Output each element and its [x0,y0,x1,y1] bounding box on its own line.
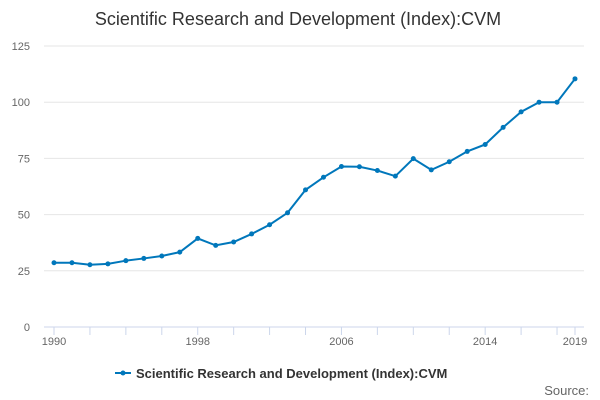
data-point [231,239,237,245]
data-point [123,258,129,264]
data-point [320,174,326,180]
data-point [159,253,165,259]
y-tick-label: 75 [18,153,30,165]
legend-marker [120,370,126,376]
data-point [536,99,542,105]
legend[interactable]: Scientific Research and Development (Ind… [115,366,447,381]
data-point [500,124,506,130]
data-point [446,159,452,165]
data-point [141,255,147,261]
data-point [392,173,398,179]
data-point [428,167,434,173]
data-point [249,231,255,237]
data-point [464,148,470,154]
y-tick-label: 0 [24,322,30,334]
data-point [51,260,57,266]
source-label: Source: [544,383,589,398]
data-point [177,249,183,255]
data-point [554,99,560,105]
data-point [518,109,524,115]
data-point [195,235,201,241]
data-point [213,242,219,248]
x-tick-label: 2006 [329,336,353,348]
data-point [69,260,75,266]
x-tick-label: 2019 [563,336,587,348]
series-line [54,78,576,266]
y-tick-label: 25 [18,266,30,278]
data-point [410,156,416,162]
data-point [374,168,380,174]
y-tick-label: 100 [12,97,30,109]
data-point [303,187,309,193]
x-tick-label: 1990 [42,336,66,348]
chart-title: Scientific Research and Development (Ind… [95,9,501,29]
x-tick-label: 2014 [473,336,497,348]
data-point [285,210,291,216]
y-tick-label: 125 [12,41,30,53]
x-tick-label: 1998 [185,336,209,348]
y-tick-label: 50 [18,210,30,222]
data-point [572,76,578,82]
legend-label: Scientific Research and Development (Ind… [136,366,447,381]
data-point [105,261,111,267]
data-point [87,262,93,268]
data-point [338,163,344,169]
data-point [356,164,362,170]
data-point [267,222,273,228]
data-point [482,141,488,147]
